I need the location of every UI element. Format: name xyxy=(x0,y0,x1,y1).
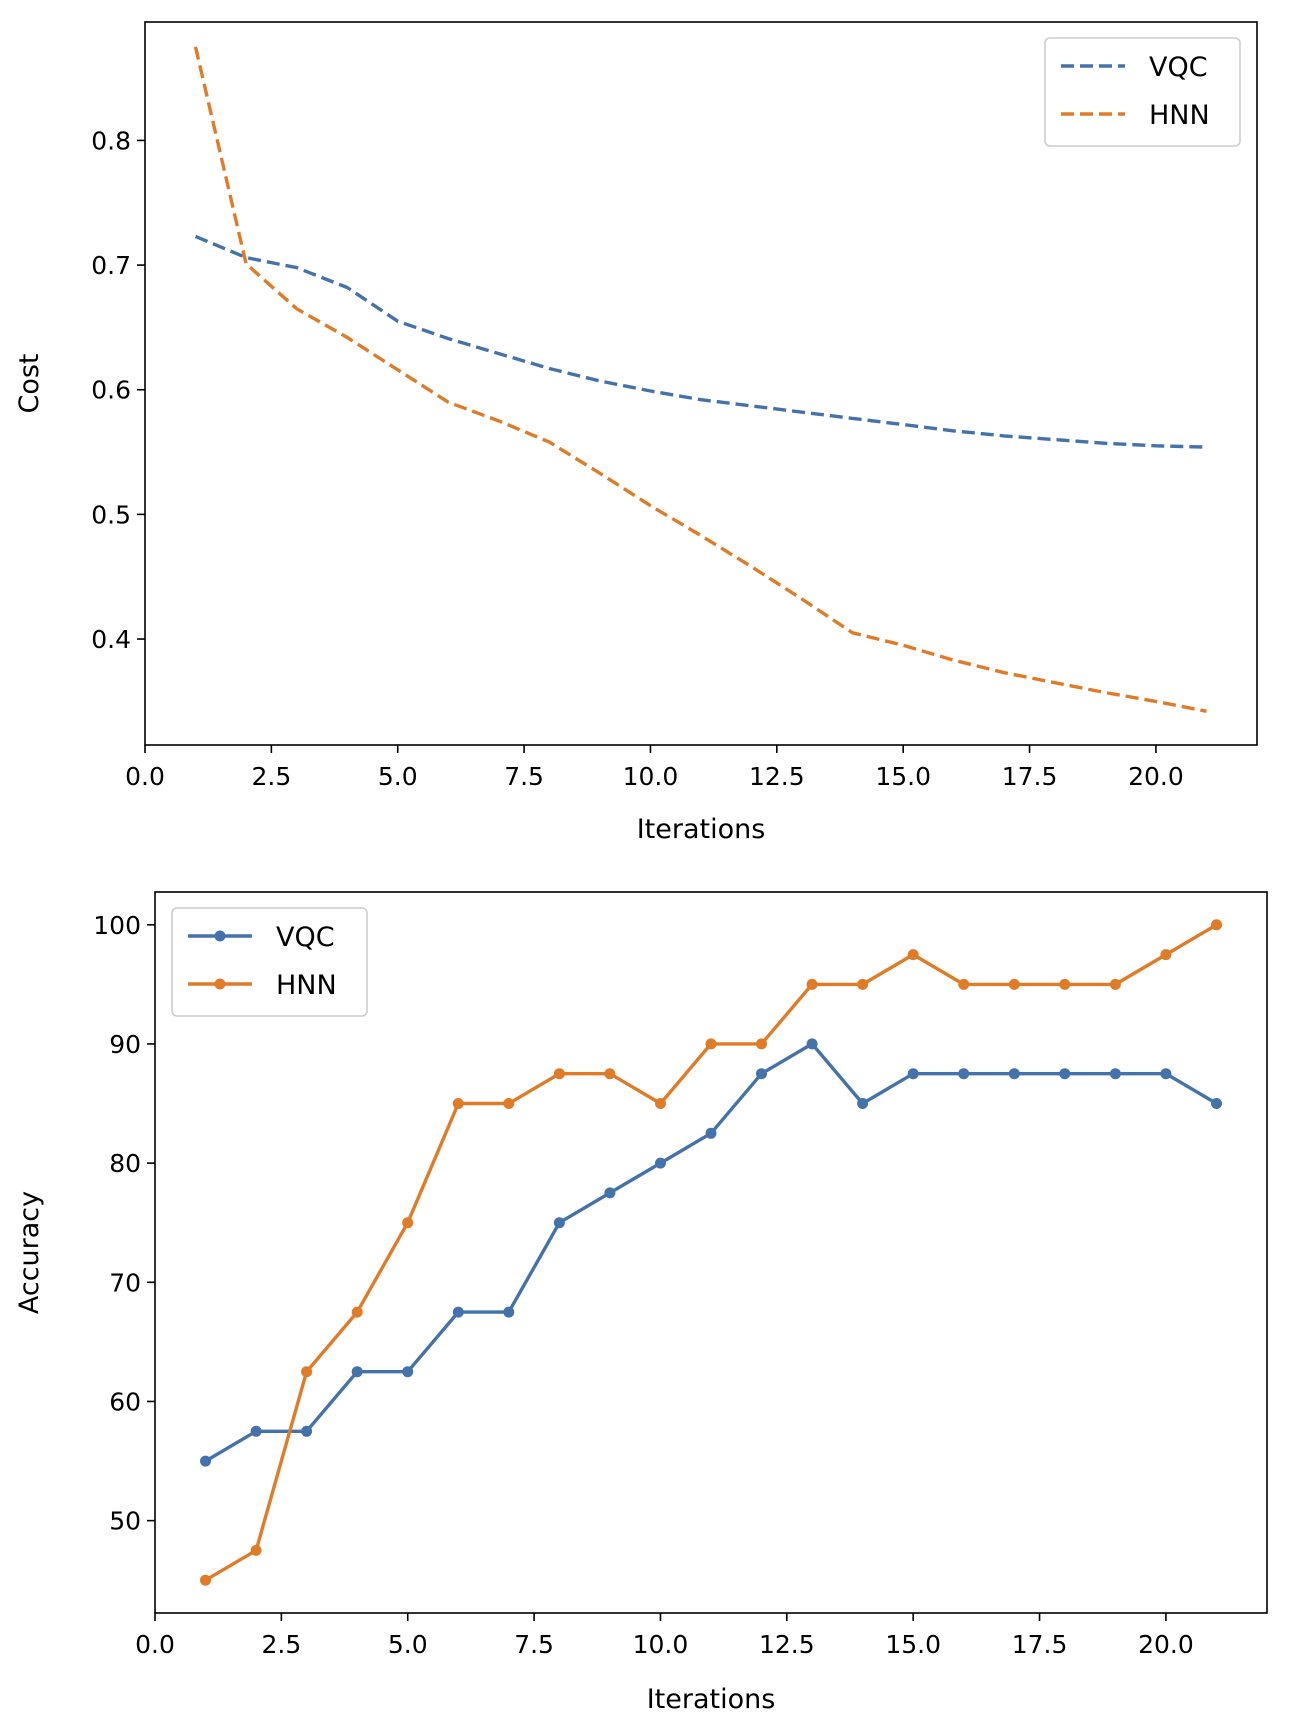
x-axis-label: Iterations xyxy=(647,1684,776,1715)
data-point-hnn xyxy=(402,1217,414,1229)
x-tick-label: 2.5 xyxy=(261,1630,301,1659)
data-point-hnn xyxy=(503,1098,515,1109)
x-tick-label: 2.5 xyxy=(251,762,291,791)
legend-box xyxy=(171,907,368,1017)
x-tick-label: 0.0 xyxy=(125,762,165,791)
x-tick-label: 15.0 xyxy=(885,1630,941,1659)
y-tick-label: 60 xyxy=(109,1387,141,1416)
x-tick-label: 12.5 xyxy=(749,762,805,791)
legend-label-vqc: VQC xyxy=(1149,52,1208,83)
x-tick-label: 17.5 xyxy=(1002,762,1058,791)
data-point-vqc xyxy=(301,1425,313,1437)
y-tick-label: 0.4 xyxy=(91,625,131,654)
y-tick-label: 50 xyxy=(109,1507,141,1536)
data-point-vqc xyxy=(250,1425,262,1437)
x-tick-label: 5.0 xyxy=(378,762,418,791)
y-axis-label: Cost xyxy=(14,353,45,413)
y-tick-label: 70 xyxy=(109,1268,141,1297)
data-point-vqc xyxy=(907,1068,919,1080)
y-tick-label: 80 xyxy=(109,1149,141,1178)
x-tick-label: 20.0 xyxy=(1128,762,1184,791)
data-point-hnn xyxy=(1160,949,1172,961)
series-line-hnn xyxy=(193,46,1207,713)
data-point-vqc xyxy=(604,1187,616,1199)
data-point-hnn xyxy=(200,1574,211,1586)
data-point-vqc xyxy=(402,1366,414,1378)
y-tick-label: 100 xyxy=(93,911,141,940)
legend-marker-hnn xyxy=(214,978,226,990)
data-point-vqc xyxy=(503,1306,515,1318)
data-point-vqc xyxy=(1160,1068,1172,1080)
data-point-vqc xyxy=(857,1098,869,1109)
x-tick-label: 0.0 xyxy=(135,1630,175,1659)
data-point-vqc xyxy=(1008,1068,1020,1080)
x-tick-label: 7.5 xyxy=(504,762,544,791)
y-tick-label: 0.6 xyxy=(91,376,131,405)
series-line-vqc xyxy=(204,1042,1218,1463)
legend: VQC HNN xyxy=(171,907,368,1017)
y-axis-label: Accuracy xyxy=(14,1191,45,1314)
data-point-hnn xyxy=(756,1038,767,1050)
cost-chart: 0.0 2.5 5.0 7.5 10.0 12.5 15.0 17.5 20.0 0.4 0.5 0.… xyxy=(14,21,1258,845)
data-point-vqc xyxy=(705,1127,717,1139)
data-point-hnn xyxy=(1008,978,1020,990)
y-tick-label: 90 xyxy=(109,1030,141,1059)
data-point-hnn xyxy=(857,978,869,990)
x-tick-label: 20.0 xyxy=(1138,1630,1194,1659)
x-tick-label: 5.0 xyxy=(388,1630,428,1659)
x-tick-label: 17.5 xyxy=(1012,1630,1068,1659)
data-point-vqc xyxy=(958,1068,970,1080)
data-point-vqc xyxy=(351,1366,363,1378)
y-tick-label: 0.7 xyxy=(91,251,131,280)
data-point-hnn xyxy=(705,1038,717,1050)
legend-marker-vqc xyxy=(214,930,226,942)
data-point-hnn xyxy=(1109,978,1121,990)
series-line-hnn xyxy=(204,923,1218,1582)
x-tick-label: 10.0 xyxy=(633,1630,689,1659)
data-point-hnn xyxy=(301,1366,313,1378)
legend-label-vqc: VQC xyxy=(276,922,335,953)
data-point-hnn xyxy=(553,1068,565,1080)
plot-frame xyxy=(154,891,1268,1614)
data-point-hnn xyxy=(604,1068,616,1080)
data-point-vqc xyxy=(553,1217,565,1229)
data-point-vqc xyxy=(1211,1098,1222,1109)
series-line-vqc xyxy=(194,234,1207,449)
data-point-hnn xyxy=(655,1098,666,1109)
data-point-vqc xyxy=(1109,1068,1121,1080)
data-point-vqc xyxy=(756,1068,767,1080)
data-point-hnn xyxy=(351,1306,363,1318)
data-point-hnn xyxy=(250,1544,262,1556)
x-tick-label: 10.0 xyxy=(623,762,679,791)
x-axis-label: Iterations xyxy=(637,814,766,845)
legend: VQC HNN xyxy=(1044,37,1241,147)
x-tick-label: 15.0 xyxy=(875,762,931,791)
y-tick-label: 0.5 xyxy=(91,500,131,529)
data-point-hnn xyxy=(806,978,818,990)
data-point-vqc xyxy=(1059,1068,1071,1080)
data-point-vqc xyxy=(200,1455,211,1467)
data-point-vqc xyxy=(452,1306,464,1318)
data-point-hnn xyxy=(1211,919,1222,931)
data-point-hnn xyxy=(1059,978,1071,990)
data-point-vqc xyxy=(806,1038,818,1050)
x-tick-label: 12.5 xyxy=(759,1630,815,1659)
x-tick-label: 7.5 xyxy=(514,1630,554,1659)
data-point-vqc xyxy=(655,1157,666,1169)
y-tick-label: 0.8 xyxy=(91,126,131,155)
accuracy-chart: 0.0 2.5 5.0 7.5 10.0 12.5 15.0 17.5 20.0 50 60 70 80… xyxy=(14,891,1268,1715)
legend-label-hnn: HNN xyxy=(276,970,337,1001)
legend-box xyxy=(1044,37,1241,147)
data-point-hnn xyxy=(452,1098,464,1109)
data-point-hnn xyxy=(958,978,970,990)
data-point-hnn xyxy=(907,949,919,961)
plot-frame xyxy=(144,21,1258,746)
legend-label-hnn: HNN xyxy=(1149,100,1210,131)
